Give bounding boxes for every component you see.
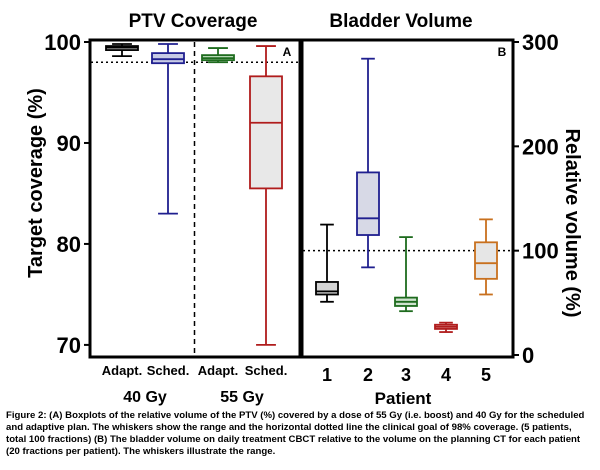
panel-b-frame xyxy=(300,38,515,359)
panel-b-letter: B xyxy=(498,45,507,59)
panel-a-frame xyxy=(88,38,302,359)
panel-a: PTV Coverage Target coverage (%) 70 80 90 1… xyxy=(25,11,302,406)
figure-caption: Figure 2: (A) Boxplots of the relative v… xyxy=(6,410,585,457)
panel-b-x-tick-label: 3 xyxy=(401,365,411,385)
panel-b-y-tick-label: 100 xyxy=(522,239,559,264)
panel-a-x-labels: Adapt. Sched. Adapt. Sched. 40 Gy 55 Gy xyxy=(102,363,288,406)
panel-b-x-labels: 1 2 3 4 5 xyxy=(322,365,491,385)
panel-b-box-5 xyxy=(474,218,498,296)
panel-a-y-tick-label: 80 xyxy=(57,232,81,257)
panel-a-boxes xyxy=(105,43,283,346)
panel-b-y-tick-label: 200 xyxy=(522,134,559,159)
figure: PTV Coverage Target coverage (%) 70 80 90 1… xyxy=(25,11,583,408)
panel-b-y-tick-label: 300 xyxy=(522,30,559,55)
panel-a-ylabel: Target coverage (%) xyxy=(25,88,47,278)
panel-a-title: PTV Coverage xyxy=(129,11,258,32)
panel-b-x-tick-label: 1 xyxy=(322,365,332,385)
panel-b-ylabel: Relative volume (%) xyxy=(561,129,583,318)
panel-a-y-axis: 70 80 90 100 xyxy=(44,30,90,358)
panel-a-box-4 xyxy=(249,45,283,346)
panel-a-x-tick-label: Sched. xyxy=(245,363,288,378)
panel-b-boxes xyxy=(315,57,498,333)
panel-b: Bladder Volume Relative volume (%) 0 100 2… xyxy=(300,11,583,408)
panel-a-box-1 xyxy=(105,43,139,58)
panel-b-title: Bladder Volume xyxy=(329,11,472,32)
panel-a-group-label: 40 Gy xyxy=(123,389,167,406)
panel-b-xlabel: Patient xyxy=(375,389,432,408)
panel-a-x-tick-label: Sched. xyxy=(147,363,190,378)
panel-b-x-tick-label: 5 xyxy=(481,365,491,385)
panel-b-iqr-box xyxy=(315,281,339,296)
panel-b-box-3 xyxy=(394,236,418,313)
panel-b-iqr-box xyxy=(356,171,380,236)
panel-a-iqr-box xyxy=(249,75,283,190)
panel-b-box-1 xyxy=(315,223,339,303)
panel-b-iqr-box xyxy=(474,241,498,280)
panel-b-y-axis: 0 100 200 300 xyxy=(513,30,559,368)
panel-b-x-tick-label: 4 xyxy=(441,365,451,385)
panel-a-y-tick-label: 70 xyxy=(57,333,81,358)
panel-a-iqr-box xyxy=(151,52,185,65)
panel-a-x-tick-label: Adapt. xyxy=(198,363,238,378)
panel-a-x-tick-label: Adapt. xyxy=(102,363,142,378)
panel-b-y-tick-label: 0 xyxy=(522,343,534,368)
panel-b-box-2 xyxy=(356,57,380,269)
panel-a-y-tick-label: 100 xyxy=(44,30,81,55)
panel-b-x-tick-label: 2 xyxy=(363,365,373,385)
panel-a-letter: A xyxy=(283,45,292,59)
panel-a-y-tick-label: 90 xyxy=(57,131,81,156)
panel-a-box-2 xyxy=(151,43,185,215)
panel-b-box-4 xyxy=(434,321,458,333)
panel-a-group-label: 55 Gy xyxy=(220,389,264,406)
panel-a-box-3 xyxy=(201,47,235,64)
